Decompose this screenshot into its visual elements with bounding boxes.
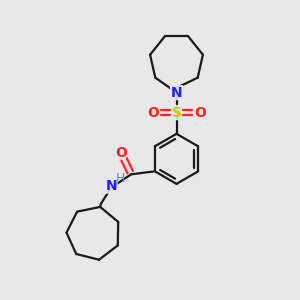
Text: N: N — [105, 179, 117, 193]
Text: N: N — [171, 85, 182, 100]
Text: O: O — [147, 106, 159, 120]
Text: S: S — [172, 106, 182, 120]
Text: O: O — [116, 146, 128, 160]
Text: O: O — [194, 106, 206, 120]
Text: H: H — [116, 172, 125, 184]
